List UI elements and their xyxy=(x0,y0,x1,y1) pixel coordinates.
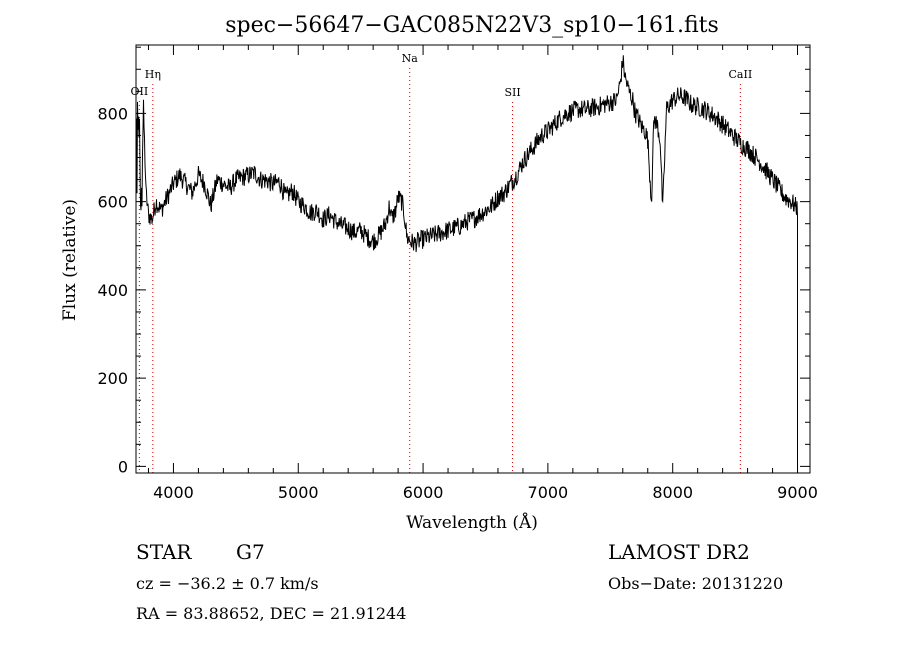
line-marker-label: CaII xyxy=(729,68,753,81)
y-tick-label: 400 xyxy=(97,281,128,300)
x-axis-label: Wavelength (Å) xyxy=(406,512,538,533)
x-tick-label: 4000 xyxy=(153,483,194,502)
y-tick-label: 800 xyxy=(97,104,128,123)
redshift-velocity: cz = −36.2 ± 0.7 km/s xyxy=(136,574,319,593)
object-class: STAR xyxy=(136,540,192,564)
chart-title: spec−56647−GAC085N22V3_sp10−161.fits xyxy=(225,13,719,38)
coordinates: RA = 83.88652, DEC = 21.91244 xyxy=(136,604,407,623)
line-marker-label: Na xyxy=(402,52,419,65)
x-tick-label: 5000 xyxy=(278,483,319,502)
x-tick-label: 6000 xyxy=(403,483,444,502)
x-tick-label: 9000 xyxy=(777,483,818,502)
x-tick-label: 8000 xyxy=(652,483,693,502)
y-axis-label: Flux (relative) xyxy=(60,199,80,321)
observation-date: Obs−Date: 20131220 xyxy=(608,574,784,593)
x-axis-ticks: 4000 5000 6000 7000 8000 9000 xyxy=(147,45,818,502)
object-subclass: G7 xyxy=(236,540,265,564)
line-marker-label: Hη xyxy=(145,68,161,81)
y-tick-label: 0 xyxy=(118,457,128,476)
y-tick-label: 600 xyxy=(97,193,128,212)
line-marker-label: SII xyxy=(504,86,520,99)
survey-label: LAMOST DR2 xyxy=(608,540,750,564)
spectrum-line xyxy=(135,55,798,467)
y-tick-label: 200 xyxy=(97,369,128,388)
y-axis-ticks: 0 200 400 600 800 xyxy=(97,46,810,476)
x-tick-label: 7000 xyxy=(528,483,569,502)
